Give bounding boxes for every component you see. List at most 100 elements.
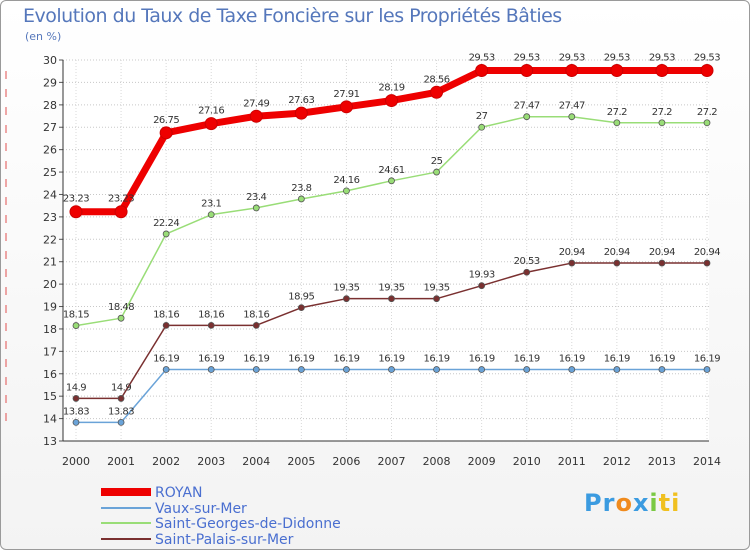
- data-point: [568, 113, 576, 121]
- y-tick-label: 21: [43, 256, 57, 269]
- data-point: [613, 366, 621, 373]
- data-label: 26.75: [153, 115, 179, 126]
- data-label: 24.61: [378, 165, 404, 176]
- data-label: 16.19: [243, 354, 269, 365]
- x-tick-label: 2006: [332, 455, 360, 468]
- data-label: 13.83: [108, 406, 134, 417]
- data-point: [343, 366, 350, 373]
- data-point: [700, 64, 714, 78]
- y-tick-label: 17: [43, 345, 57, 358]
- data-label: 16.19: [153, 354, 179, 365]
- data-point: [433, 295, 440, 303]
- y-tick-label: 14: [43, 413, 57, 426]
- y-tick-label: 15: [43, 390, 57, 403]
- data-point: [159, 126, 173, 140]
- data-point: [388, 366, 395, 373]
- data-point: [520, 64, 534, 78]
- data-point: [658, 119, 666, 127]
- data-label: 27.47: [559, 101, 585, 112]
- data-point: [478, 123, 486, 131]
- data-point: [655, 64, 669, 78]
- data-label: 16.19: [649, 354, 675, 365]
- data-label: 18.95: [288, 292, 314, 303]
- data-label: 20.53: [514, 256, 540, 267]
- data-label: 20.94: [559, 247, 585, 258]
- x-tick-label: 2004: [242, 455, 270, 468]
- data-label: 20.94: [649, 247, 675, 258]
- data-label: 27.16: [198, 106, 224, 117]
- x-tick-label: 2011: [558, 455, 586, 468]
- x-tick-label: 2009: [468, 455, 496, 468]
- data-point: [565, 64, 579, 78]
- data-label: 29.53: [694, 53, 720, 64]
- data-point: [72, 418, 80, 426]
- y-tick-label: 25: [43, 166, 57, 179]
- logo-part: ti: [658, 489, 681, 517]
- legend-label: ROYAN: [155, 485, 203, 501]
- y-tick-label: 13: [43, 435, 57, 448]
- data-label: 16.19: [378, 354, 404, 365]
- data-point: [433, 168, 440, 176]
- data-point: [478, 366, 486, 373]
- logo-part: i: [649, 489, 659, 517]
- data-point: [249, 109, 263, 123]
- data-point: [703, 259, 711, 267]
- x-tick-label: 2005: [287, 455, 315, 468]
- data-label: 16.19: [333, 354, 359, 365]
- data-label: 20.94: [604, 247, 630, 258]
- plot-area: [63, 60, 709, 441]
- data-label: 16.19: [694, 354, 720, 365]
- data-point: [523, 113, 531, 121]
- data-label: 19.35: [424, 283, 450, 294]
- data-point: [207, 366, 215, 373]
- data-point: [162, 230, 170, 238]
- data-point: [430, 85, 444, 99]
- chart-subtitle: (en %): [25, 30, 62, 43]
- data-point: [523, 366, 531, 373]
- x-tick-label: 2012: [603, 455, 631, 468]
- x-tick-label: 2008: [423, 455, 451, 468]
- data-point: [252, 366, 260, 373]
- data-point: [433, 366, 440, 373]
- data-label: 22.24: [153, 218, 179, 229]
- y-tick-label: 23: [43, 211, 57, 224]
- data-label: 27.2: [607, 107, 627, 118]
- y-tick-label: 16: [43, 368, 57, 381]
- data-label: 28.56: [424, 74, 450, 85]
- data-point: [658, 366, 666, 373]
- data-point: [252, 204, 260, 212]
- data-label: 23.8: [291, 183, 311, 194]
- data-label: 16.19: [198, 354, 224, 365]
- data-label: 29.53: [649, 53, 675, 64]
- proxiti-logo: Proxiti: [584, 489, 680, 517]
- data-point: [162, 321, 170, 329]
- data-label: 27.2: [697, 107, 717, 118]
- y-tick-label: 26: [43, 144, 57, 157]
- data-label: 19.35: [378, 283, 404, 294]
- y-tick-label: 19: [43, 301, 57, 314]
- data-point: [475, 64, 489, 78]
- x-tick-label: 2010: [513, 455, 541, 468]
- data-point: [478, 282, 486, 290]
- data-point: [343, 187, 350, 195]
- data-label: 28.19: [378, 83, 404, 94]
- data-label: 27.49: [243, 98, 269, 109]
- data-label: 27.63: [288, 95, 314, 106]
- data-point: [568, 366, 576, 373]
- y-tick-label: 20: [43, 278, 57, 291]
- data-label: 16.19: [559, 354, 585, 365]
- data-point: [523, 268, 531, 276]
- logo-part: x: [632, 489, 650, 517]
- data-point: [204, 117, 218, 131]
- data-point: [117, 418, 125, 426]
- data-point: [207, 321, 215, 329]
- data-point: [207, 211, 215, 219]
- x-tick-label: 2013: [648, 455, 676, 468]
- data-point: [72, 395, 80, 402]
- data-label: 29.53: [469, 53, 495, 64]
- data-label: 18.16: [153, 309, 179, 320]
- data-label: 29.53: [604, 53, 630, 64]
- data-label: 25: [431, 156, 443, 167]
